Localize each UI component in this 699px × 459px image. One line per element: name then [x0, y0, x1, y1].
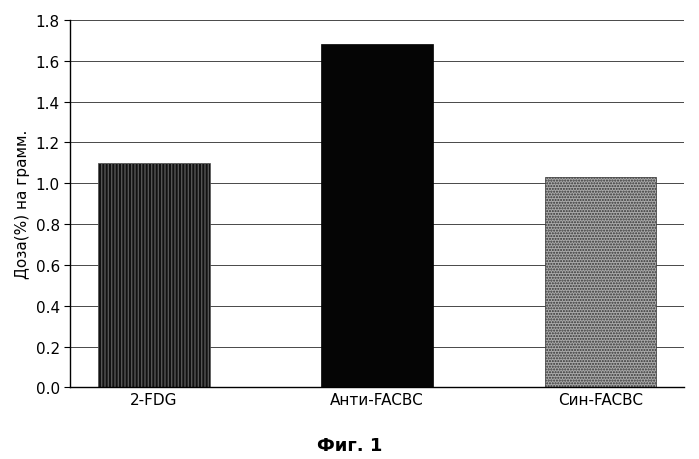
Bar — [322, 45, 433, 387]
Bar — [98, 163, 210, 387]
Text: Фиг. 1: Фиг. 1 — [317, 437, 382, 454]
Bar — [545, 178, 656, 387]
Y-axis label: Доза(%) на грамм.: Доза(%) на грамм. — [15, 130, 30, 279]
